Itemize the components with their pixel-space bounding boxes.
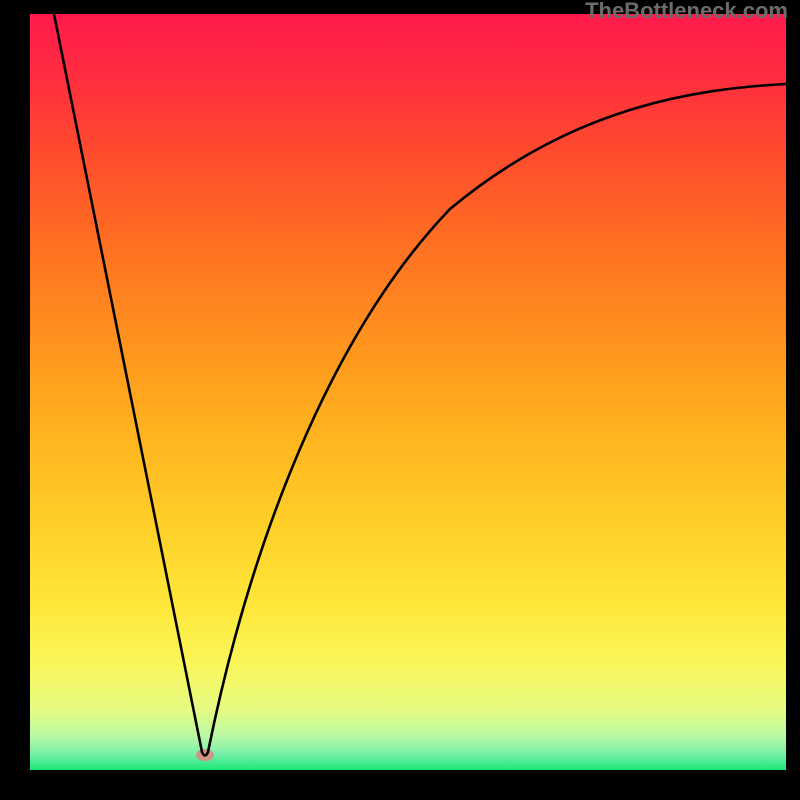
frame-left [0, 0, 30, 800]
bottleneck-curve [54, 14, 786, 756]
frame-right [786, 0, 800, 800]
curve-layer [30, 14, 786, 770]
frame-bottom [0, 770, 800, 800]
watermark-text: TheBottleneck.com [585, 0, 788, 24]
plot-area [30, 14, 786, 770]
